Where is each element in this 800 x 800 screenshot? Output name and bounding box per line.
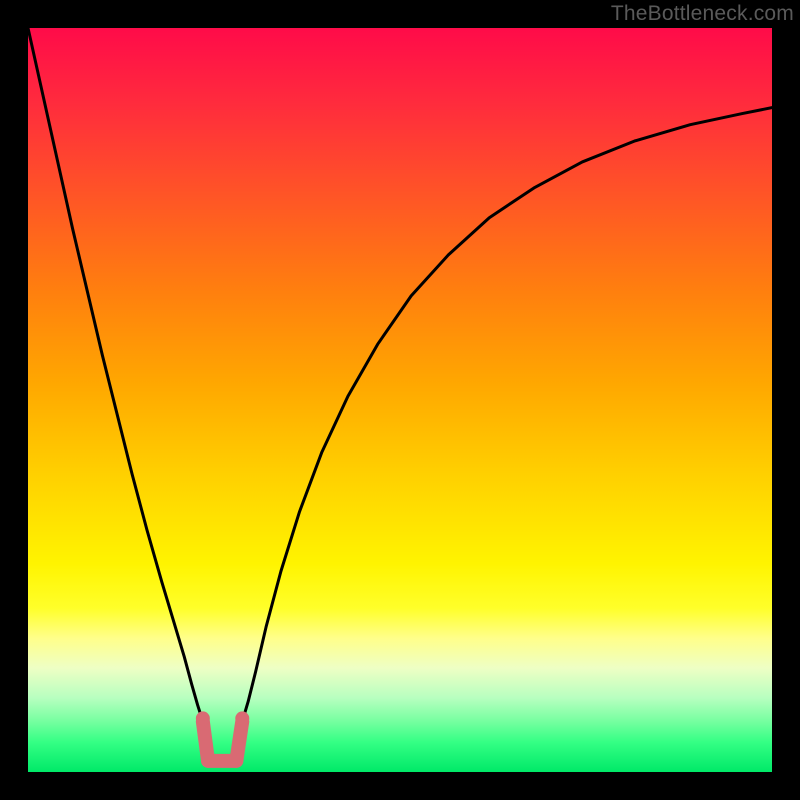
curve-layer <box>28 28 772 772</box>
watermark-text: TheBottleneck.com <box>611 2 794 26</box>
minimum-marker <box>196 711 249 760</box>
curve-left-branch <box>28 28 203 721</box>
chart-container: TheBottleneck.com <box>0 0 800 800</box>
plot-area <box>28 28 772 772</box>
curve-right-branch <box>242 108 772 722</box>
